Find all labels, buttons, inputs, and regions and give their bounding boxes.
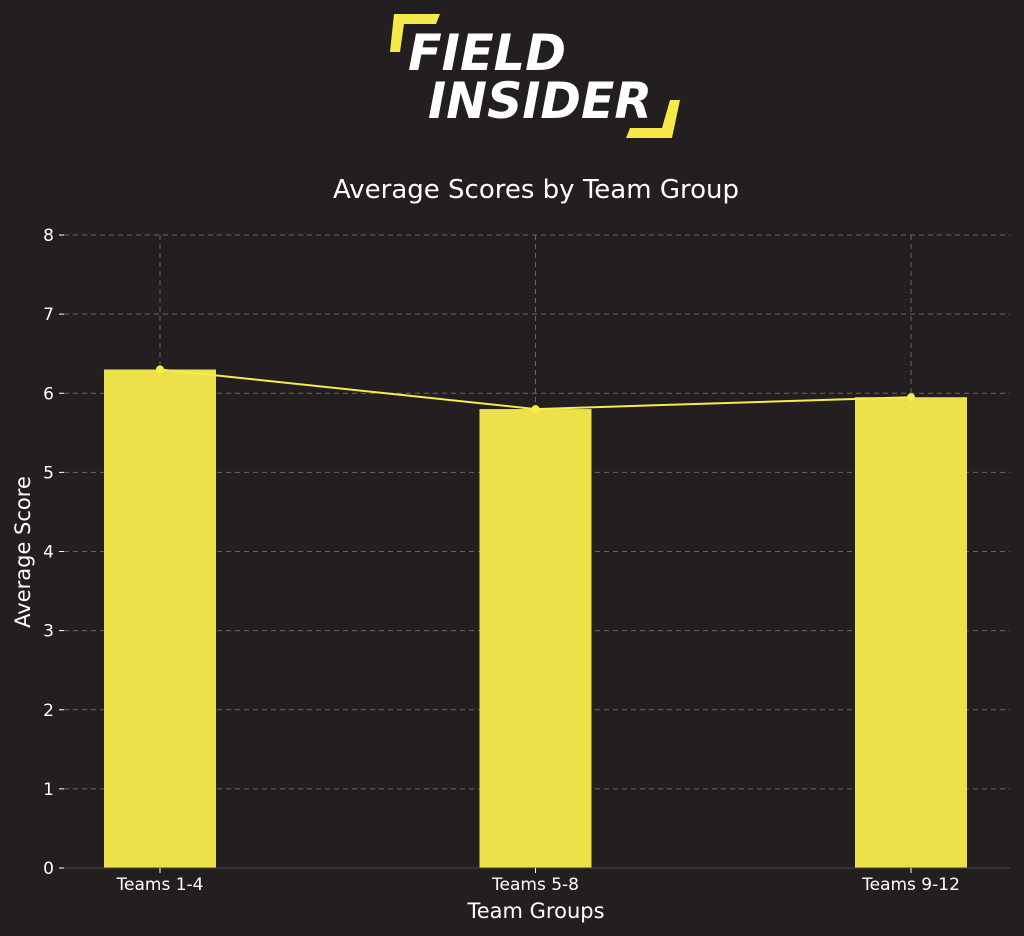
y-tick-label: 3: [43, 622, 54, 642]
bar-teams-5-8: [479, 409, 592, 868]
y-tick-label: 5: [43, 463, 54, 483]
logo-bracket-bottom-right: [626, 100, 680, 138]
trend-line: [156, 365, 915, 414]
trend-point: [531, 405, 540, 414]
x-tick-label: Teams 1-4: [116, 875, 204, 895]
trend-point: [907, 393, 915, 402]
y-tick-label: 1: [43, 780, 54, 800]
y-tick-label: 0: [43, 859, 54, 879]
logo-line-2: INSIDER: [428, 72, 652, 130]
field-insider-logo: FIELD INSIDER: [390, 14, 680, 138]
logo-bracket-top-left: [390, 14, 440, 52]
y-tick-label: 7: [43, 305, 54, 325]
axes: 0 1 2 3 4 5 6 7 8 Teams 1-4 Teams 5-8 Teams 9-12: [43, 226, 1010, 895]
bar-teams-1-4: [104, 369, 216, 868]
y-tick-label: 2: [43, 701, 54, 721]
chart-title: Average Scores by Team Group: [333, 175, 739, 205]
logo-line-1: FIELD: [408, 24, 566, 82]
x-tick-label: Teams 9-12: [861, 875, 960, 895]
x-axis-label: Team Groups: [466, 899, 604, 923]
trend-point: [156, 365, 164, 374]
bars: [104, 369, 967, 868]
x-tick-label: Teams 5-8: [491, 875, 579, 895]
y-tick-label: 4: [43, 543, 54, 563]
y-tick-label: 6: [43, 384, 54, 404]
y-tick-label: 8: [43, 226, 54, 246]
bar-teams-9-12: [855, 397, 967, 868]
y-axis-label: Average Score: [11, 476, 35, 628]
